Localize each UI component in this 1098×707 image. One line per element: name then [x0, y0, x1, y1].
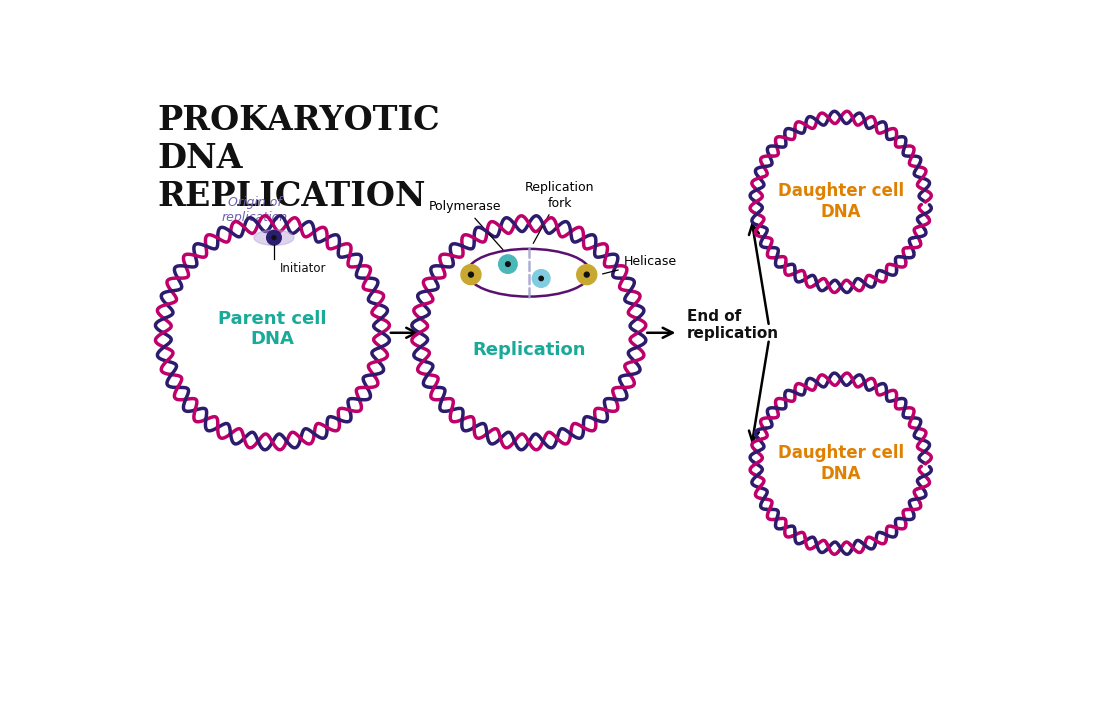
Text: PROKARYOTIC
DNA
REPLICATION: PROKARYOTIC DNA REPLICATION [157, 104, 439, 214]
Text: Daughter cell
DNA: Daughter cell DNA [777, 182, 904, 221]
Circle shape [533, 269, 550, 287]
Circle shape [498, 255, 517, 274]
Circle shape [584, 272, 590, 277]
Text: Daughter cell
DNA: Daughter cell DNA [777, 444, 904, 483]
Ellipse shape [254, 230, 294, 245]
Text: Polymerase: Polymerase [428, 200, 503, 250]
Circle shape [272, 235, 276, 240]
Circle shape [539, 276, 544, 281]
Circle shape [267, 230, 281, 245]
Circle shape [576, 264, 596, 285]
Circle shape [469, 272, 473, 277]
Circle shape [461, 264, 481, 285]
Text: Replication: Replication [472, 341, 585, 358]
Text: Initiator: Initiator [280, 262, 326, 275]
Text: Replication
fork: Replication fork [525, 182, 594, 243]
Circle shape [505, 262, 511, 267]
Text: Helicase: Helicase [603, 255, 676, 274]
Ellipse shape [468, 249, 591, 297]
Text: Parent cell
DNA: Parent cell DNA [219, 310, 327, 349]
Text: Origin of
replication: Origin of replication [222, 196, 288, 224]
Text: End of
replication: End of replication [686, 309, 778, 341]
